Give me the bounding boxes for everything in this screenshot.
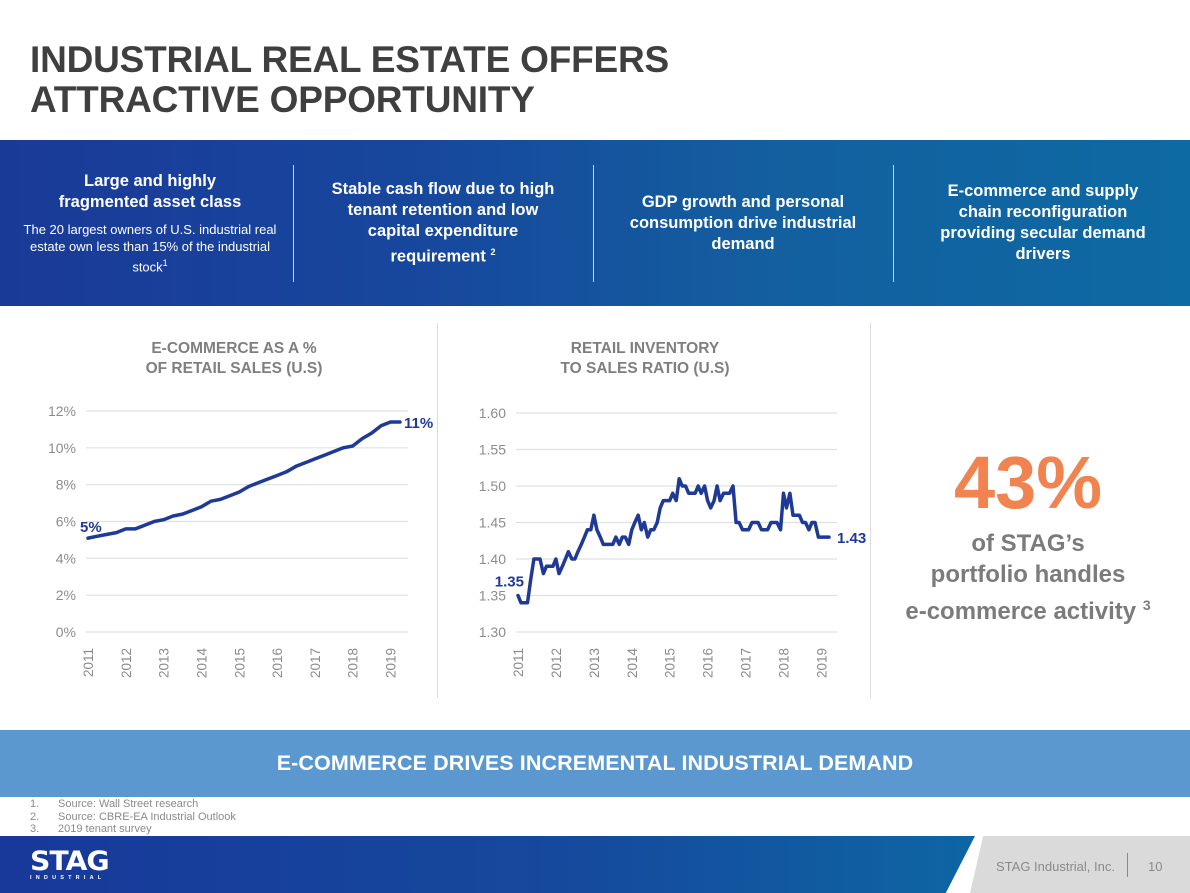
footnote-text: Source: Wall Street research [58, 798, 199, 810]
x-tick-label: 2011 [81, 648, 96, 677]
y-tick-label: 6% [56, 514, 76, 530]
x-tick-label: 2017 [739, 648, 754, 678]
y-tick-label: 1.35 [479, 588, 506, 604]
stat-description: of STAG’s portfolio handles e-commerce a… [878, 528, 1178, 627]
highlight-1-heading: Large and highly fragmented asset class [58, 171, 242, 211]
y-tick-label: 8% [56, 477, 76, 493]
highlight-1-body-text: The 20 largest owners of U.S. industrial… [23, 221, 277, 275]
stat-line3: e-commerce activity 3 [878, 590, 1178, 627]
x-tick-label: 2015 [232, 648, 247, 678]
ecommerce-share-chart: 0% 2% 4% 6% 8% 10% 12% 2011 2012 2013 2014 2015 2016… [48, 403, 433, 679]
chart-separator [437, 323, 438, 698]
y-tick-label: 12% [48, 403, 76, 419]
highlight-3: GDP growth and personal consumption driv… [593, 140, 893, 306]
x-tick-label: 2017 [308, 648, 323, 678]
stag-logo: STAG INDUSTRIAL [30, 848, 110, 881]
y-tick-label: 10% [48, 440, 76, 456]
footnote-num: 1. [30, 798, 40, 810]
chart2-title-line1: RETAIL INVENTORY [570, 340, 720, 357]
chart1-title-line2: OF RETAIL SALES (U.S) [145, 360, 323, 377]
stat-line1: of STAG’s [971, 530, 1085, 557]
y-tick-label: 4% [56, 550, 76, 566]
logo-subtitle: INDUSTRIAL [30, 875, 106, 881]
footer: STAG INDUSTRIAL STAG Industrial, Inc. 10 [0, 836, 1190, 893]
chart1-title-line1: E-COMMERCE AS A % [151, 340, 317, 357]
divider [593, 165, 594, 282]
divider [893, 165, 894, 282]
chart-separator [870, 323, 871, 698]
data-label: 1.35 [495, 574, 524, 591]
footnote-text: Source: CBRE-EA Industrial Outlook [58, 810, 236, 823]
x-tick-label: 2019 [814, 648, 829, 678]
y-tick-label: 1.45 [479, 515, 506, 531]
footnote-ref-3: 3 [1142, 597, 1151, 613]
chart2-title: RETAIL INVENTORY TO SALES RATIO (U.S) [495, 339, 795, 379]
y-tick-label: 1.40 [479, 551, 506, 567]
y-tick-label: 1.60 [479, 405, 506, 421]
y-tick-label: 2% [56, 587, 76, 603]
bottom-banner: E-COMMERCE DRIVES INCREMENTAL INDUSTRIAL… [0, 730, 1190, 797]
inventory-sales-chart: 1.30 1.35 1.40 1.45 1.50 1.55 1.60 2011 2012 2013… [479, 405, 866, 679]
data-label: 1.43 [837, 530, 866, 547]
x-tick-label: 2012 [549, 648, 564, 678]
footnotes: 1. Source: Wall Street research 2. Source:… [30, 798, 236, 836]
x-tick-label: 2019 [384, 648, 399, 678]
x-tick-label: 2016 [701, 648, 716, 678]
highlight-4: E-commerce and supply chain reconfigurat… [893, 140, 1190, 306]
stat-line2: portfolio handles [930, 561, 1126, 588]
x-tick-label: 2011 [511, 648, 526, 677]
x-tick-label: 2013 [157, 648, 172, 678]
y-tick-label: 1.50 [479, 478, 506, 494]
footnote-ref-2: 2 [490, 246, 496, 257]
y-tick-label: 1.30 [479, 624, 506, 640]
company-name: STAG Industrial, Inc. [996, 859, 1115, 874]
x-tick-label: 2013 [587, 648, 602, 678]
page-number: 10 [1148, 859, 1163, 874]
data-label: 5% [80, 519, 102, 536]
footer-gray-bar [970, 836, 1190, 893]
footnote-ref-1: 1 [162, 257, 168, 268]
highlight-4-heading: E-commerce and supply chain reconfigurat… [940, 182, 1146, 263]
stat-value: 43% [953, 441, 1103, 524]
highlight-1: Large and highly fragmented asset class … [0, 140, 300, 306]
series-line [516, 476, 831, 605]
logo-wordmark: STAG [30, 846, 110, 877]
data-label: 11% [404, 415, 433, 432]
highlight-2: Stable cash flow due to high tenant rete… [293, 140, 593, 306]
footnote-item: 3. 2019 tenant survey [30, 823, 236, 836]
x-tick-label: 2015 [663, 648, 678, 678]
footer-divider [1127, 853, 1128, 877]
highlight-2-heading-text: Stable cash flow due to high tenant rete… [331, 179, 555, 266]
footnote-item: 2. Source: CBRE-EA Industrial Outlook [30, 811, 236, 824]
chart1-title: E-COMMERCE AS A % OF RETAIL SALES (U.S) [84, 339, 384, 379]
y-tick-label: 0% [56, 624, 76, 640]
page-title: INDUSTRIAL REAL ESTATE OFFERS ATTRACTIVE… [30, 40, 669, 120]
series-line [86, 420, 402, 540]
footnote-item: 1. Source: Wall Street research [30, 798, 236, 811]
footer-blue-bar [0, 836, 975, 893]
y-tick-label: 1.55 [479, 442, 506, 458]
x-tick-label: 2014 [194, 648, 209, 679]
page-title-line2: ATTRACTIVE OPPORTUNITY [30, 79, 535, 120]
footnote-text: 2019 tenant survey [58, 823, 152, 835]
x-tick-label: 2018 [776, 648, 791, 678]
highlight-3-heading: GDP growth and personal consumption driv… [629, 192, 857, 253]
page-title-line1: INDUSTRIAL REAL ESTATE OFFERS [30, 39, 669, 80]
highlight-2-heading: Stable cash flow due to high tenant rete… [328, 179, 558, 268]
x-tick-label: 2018 [346, 648, 361, 678]
divider [293, 165, 294, 282]
highlight-1-body: The 20 largest owners of U.S. industrial… [20, 221, 280, 275]
footnote-num: 2. [30, 810, 40, 823]
x-tick-label: 2016 [270, 648, 285, 678]
x-tick-label: 2014 [625, 648, 640, 679]
footnote-num: 3. [30, 823, 40, 835]
chart2-title-line2: TO SALES RATIO (U.S) [560, 360, 730, 377]
x-tick-label: 2012 [119, 648, 134, 678]
stat-line3-text: e-commerce activity [905, 598, 1137, 625]
highlights-band: Large and highly fragmented asset class … [0, 140, 1190, 306]
